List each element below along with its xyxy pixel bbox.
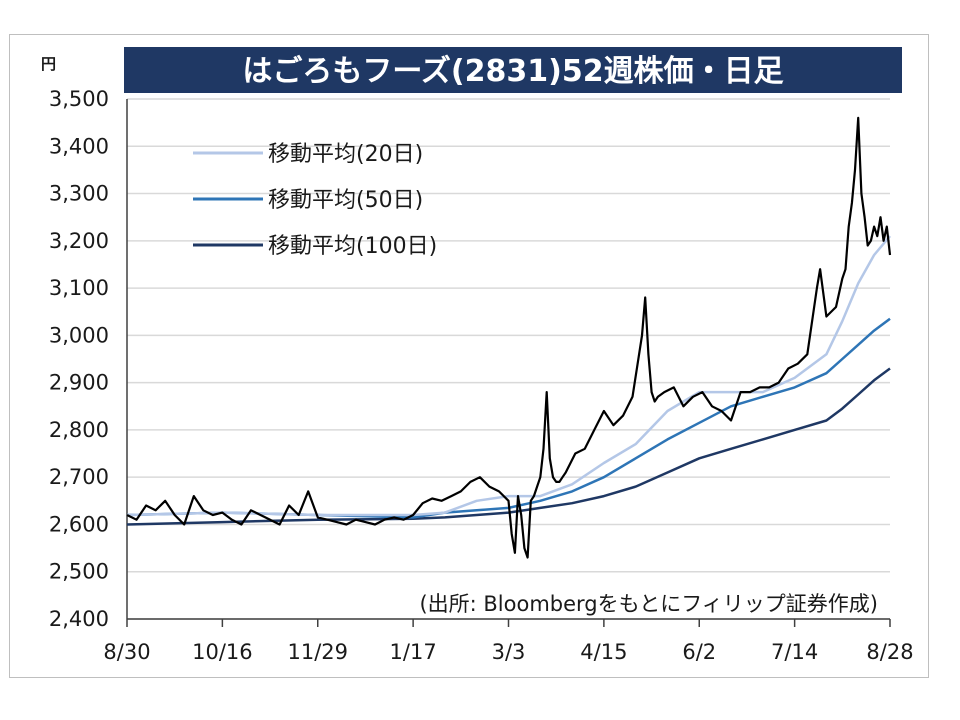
chart-title: はごろもフーズ(2831)52週株価・日足 <box>242 54 783 89</box>
x-tick-label: 8/28 <box>866 640 913 664</box>
source-note: (出所: Bloombergをもとにフィリップ証券作成) <box>419 592 878 616</box>
y-tick-label: 3,500 <box>49 87 109 111</box>
y-tick-label: 3,100 <box>49 276 109 300</box>
y-tick-label: 2,800 <box>49 418 109 442</box>
y-tick-label: 3,300 <box>49 182 109 206</box>
x-tick-label: 10/16 <box>192 640 253 664</box>
x-tick-label: 11/29 <box>287 640 348 664</box>
x-tick-label: 8/30 <box>103 640 150 664</box>
title-background <box>124 47 902 93</box>
legend: 移動平均(20日) 移動平均(50日) 移動平均(100日) <box>193 142 437 259</box>
axes <box>126 99 891 627</box>
chart-frame: 3,500 3,400 3,300 3,200 3,100 3,000 2,900 2,800… <box>9 34 929 678</box>
legend-label-ma20: 移動平均(20日) <box>268 142 423 167</box>
y-tick-label: 2,400 <box>49 607 109 631</box>
x-tick-label: 1/17 <box>390 640 437 664</box>
legend-label-ma100: 移動平均(100日) <box>268 234 437 259</box>
ma20-line <box>126 235 891 517</box>
y-tick-label: 3,000 <box>49 323 109 347</box>
y-tick-label: 2,600 <box>49 512 109 536</box>
y-tick-labels: 3,500 3,400 3,300 3,200 3,100 3,000 2,900 2,800… <box>49 87 109 631</box>
x-tick-label: 6/2 <box>682 640 716 664</box>
price-line <box>126 116 892 559</box>
x-tick-label: 7/14 <box>771 640 818 664</box>
ma100-line <box>126 367 891 526</box>
y-tick-label: 3,200 <box>49 229 109 253</box>
x-tick-label: 4/15 <box>580 640 627 664</box>
series-lines <box>126 116 892 559</box>
y-tick-label: 2,500 <box>49 560 109 584</box>
ma50-line <box>126 317 891 519</box>
stock-price-chart: 3,500 3,400 3,300 3,200 3,100 3,000 2,900 2,800… <box>41 47 914 664</box>
x-tick-labels: 8/30 10/16 11/29 1/17 3/3 4/15 6/2 7/14 8/28 <box>103 640 913 664</box>
y-axis-unit: 円 <box>41 55 56 73</box>
y-tick-label: 2,900 <box>49 371 109 395</box>
grid-lines <box>127 98 890 620</box>
y-tick-label: 3,400 <box>49 134 109 158</box>
x-tick-label: 3/3 <box>492 640 526 664</box>
legend-label-ma50: 移動平均(50日) <box>268 188 423 213</box>
y-tick-label: 2,700 <box>49 465 109 489</box>
